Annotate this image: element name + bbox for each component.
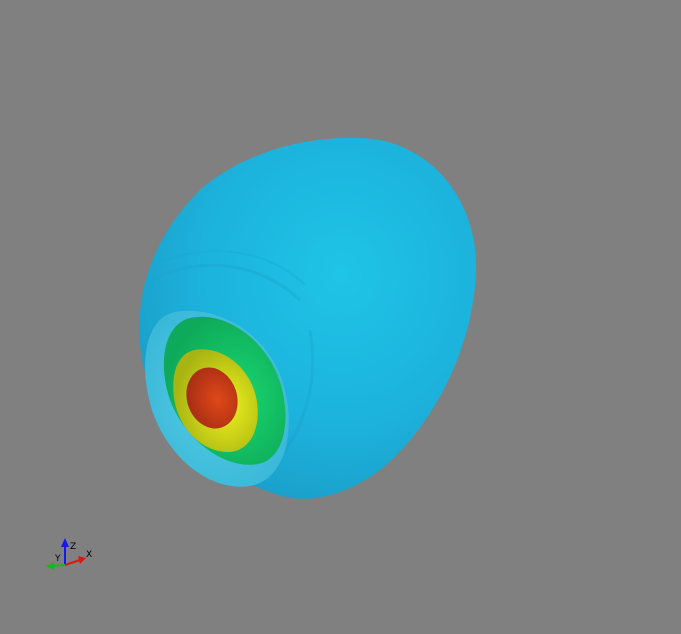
axis-label-z: Z bbox=[70, 542, 77, 552]
red-core[interactable] bbox=[179, 361, 246, 435]
axis-label-y: Y bbox=[55, 554, 61, 564]
axes-icon bbox=[46, 538, 86, 570]
orientation-axes: Z X Y bbox=[40, 534, 100, 576]
axis-label-x: X bbox=[86, 550, 93, 560]
